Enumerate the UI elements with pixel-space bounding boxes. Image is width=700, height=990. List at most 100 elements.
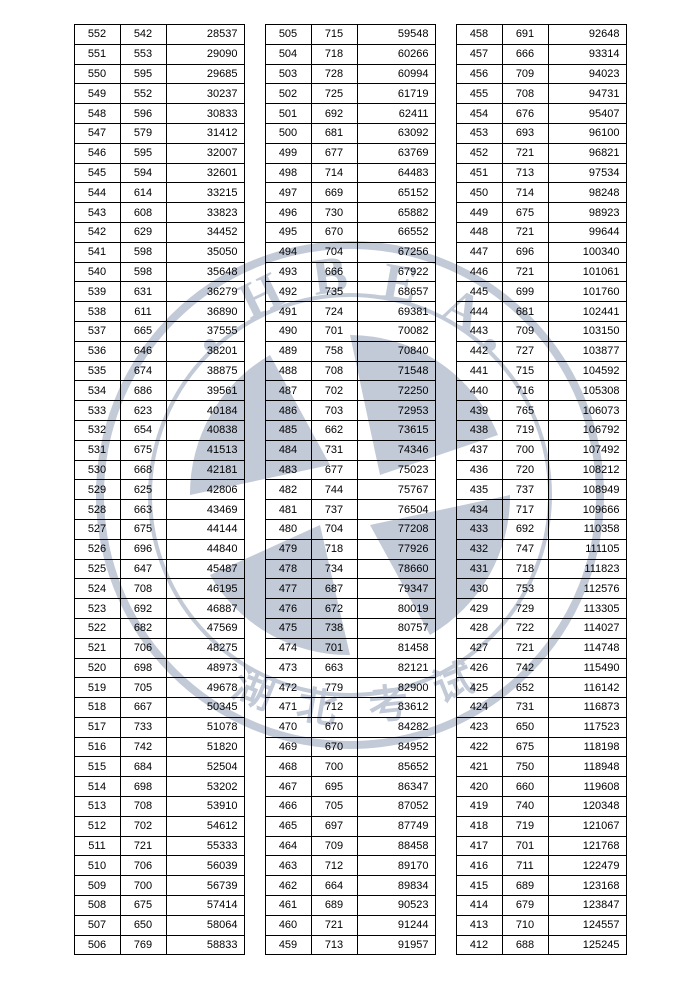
cell-col2: 595 (120, 143, 166, 163)
table-row: 46266489834 (265, 876, 435, 896)
cell-col2: 666 (311, 262, 357, 282)
cell-col2: 713 (502, 163, 548, 183)
table-row: 440716105308 (456, 381, 626, 401)
table-row: 51172155333 (74, 836, 244, 856)
cell-col2: 740 (502, 797, 548, 817)
cell-col2: 765 (502, 401, 548, 421)
table-row: 417701121768 (456, 836, 626, 856)
cell-col1: 531 (74, 440, 120, 460)
table-row: 420660119608 (456, 777, 626, 797)
cell-col2: 670 (311, 737, 357, 757)
cell-col1: 417 (456, 836, 502, 856)
table-row: 47470181458 (265, 638, 435, 658)
table-row: 51370853910 (74, 797, 244, 817)
cell-col3: 75767 (357, 480, 435, 500)
cell-col3: 31412 (166, 123, 244, 143)
cell-col3: 48973 (166, 658, 244, 678)
cell-col2: 596 (120, 104, 166, 124)
table-row: 46670587052 (265, 797, 435, 817)
table-row: 445699101760 (456, 282, 626, 302)
cell-col2: 701 (311, 638, 357, 658)
cell-col1: 538 (74, 302, 120, 322)
cell-col1: 438 (456, 420, 502, 440)
table-row: 49567066552 (265, 222, 435, 242)
table-row: 48274475767 (265, 480, 435, 500)
table-row: 49070170082 (265, 321, 435, 341)
cell-col2: 719 (502, 816, 548, 836)
cell-col2: 721 (502, 222, 548, 242)
cell-col2: 674 (120, 361, 166, 381)
cell-col3: 125245 (548, 935, 626, 955)
cell-col1: 515 (74, 757, 120, 777)
cell-col3: 41513 (166, 440, 244, 460)
cell-col1: 539 (74, 282, 120, 302)
cell-col1: 472 (265, 678, 311, 698)
cell-col1: 510 (74, 856, 120, 876)
cell-col2: 699 (502, 282, 548, 302)
cell-col1: 464 (265, 836, 311, 856)
table-row: 50571559548 (265, 25, 435, 45)
cell-col2: 742 (502, 658, 548, 678)
cell-col2: 676 (502, 104, 548, 124)
cell-col2: 744 (311, 480, 357, 500)
cell-col1: 504 (265, 44, 311, 64)
table-row: 46569787749 (265, 816, 435, 836)
cell-col1: 542 (74, 222, 120, 242)
cell-col2: 715 (311, 25, 357, 45)
cell-col3: 117523 (548, 717, 626, 737)
table-row: 53664638201 (74, 341, 244, 361)
cell-col3: 35050 (166, 242, 244, 262)
cell-col1: 524 (74, 579, 120, 599)
cell-col1: 493 (265, 262, 311, 282)
cell-col2: 779 (311, 678, 357, 698)
cell-col2: 675 (120, 440, 166, 460)
cell-col2: 721 (502, 638, 548, 658)
cell-col2: 731 (502, 698, 548, 718)
cell-col3: 29090 (166, 44, 244, 64)
cell-col1: 517 (74, 717, 120, 737)
cell-col3: 40184 (166, 401, 244, 421)
table-row: 421750118948 (456, 757, 626, 777)
cell-col1: 461 (265, 896, 311, 916)
table-row: 45272196821 (456, 143, 626, 163)
cell-col1: 487 (265, 381, 311, 401)
table-row: 429729113305 (456, 599, 626, 619)
cell-col2: 721 (502, 262, 548, 282)
cell-col1: 448 (456, 222, 502, 242)
table-row: 53066842181 (74, 460, 244, 480)
cell-col1: 466 (265, 797, 311, 817)
cell-col3: 122479 (548, 856, 626, 876)
cell-col3: 104592 (548, 361, 626, 381)
table-row: 53861136890 (74, 302, 244, 322)
cell-col2: 719 (502, 420, 548, 440)
cell-col1: 540 (74, 262, 120, 282)
cell-col3: 68657 (357, 282, 435, 302)
cell-col1: 428 (456, 618, 502, 638)
table-row: 437700107492 (456, 440, 626, 460)
cell-col3: 73615 (357, 420, 435, 440)
cell-col1: 425 (456, 678, 502, 698)
cell-col3: 45487 (166, 559, 244, 579)
table-row: 54757931412 (74, 123, 244, 143)
cell-col3: 87052 (357, 797, 435, 817)
cell-col2: 692 (502, 519, 548, 539)
cell-col2: 669 (311, 183, 357, 203)
cell-col3: 83612 (357, 698, 435, 718)
cell-col1: 460 (265, 915, 311, 935)
table-row: 48367775023 (265, 460, 435, 480)
cell-col3: 32601 (166, 163, 244, 183)
cell-col2: 625 (120, 480, 166, 500)
cell-col2: 713 (311, 935, 357, 955)
cell-col2: 662 (311, 420, 357, 440)
cell-col3: 114748 (548, 638, 626, 658)
table-row: 436720108212 (456, 460, 626, 480)
table-row: 53468639561 (74, 381, 244, 401)
cell-col3: 75023 (357, 460, 435, 480)
cell-col2: 708 (502, 84, 548, 104)
cell-col2: 703 (311, 401, 357, 421)
cell-col3: 70082 (357, 321, 435, 341)
cell-col3: 96100 (548, 123, 626, 143)
cell-col1: 485 (265, 420, 311, 440)
table-row: 46967084952 (265, 737, 435, 757)
cell-col2: 720 (502, 460, 548, 480)
